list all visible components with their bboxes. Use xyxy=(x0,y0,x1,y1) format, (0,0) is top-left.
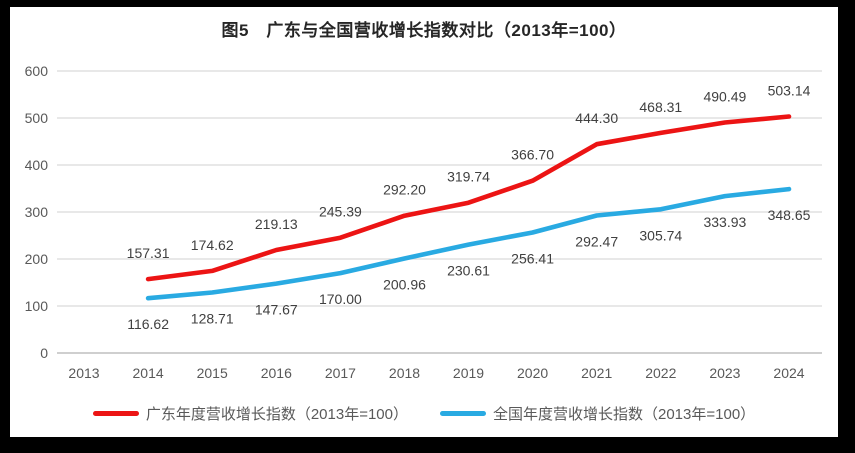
data-label-national: 230.61 xyxy=(447,263,490,279)
data-label-guangdong: 366.70 xyxy=(511,147,554,163)
data-label-guangdong: 157.31 xyxy=(127,245,170,261)
x-axis-tick-label: 2022 xyxy=(645,365,676,381)
x-axis-tick-label: 2015 xyxy=(197,365,228,381)
data-label-national: 333.93 xyxy=(703,214,746,230)
data-label-guangdong: 245.39 xyxy=(319,204,362,220)
data-label-national: 292.47 xyxy=(575,234,618,250)
data-label-guangdong: 219.13 xyxy=(255,216,298,232)
x-axis-tick-label: 2016 xyxy=(261,365,292,381)
x-axis-tick-label: 2013 xyxy=(68,365,99,381)
series-line-national xyxy=(145,186,792,301)
y-axis-tick-label: 100 xyxy=(25,298,49,314)
series-line-guangdong xyxy=(145,114,792,282)
x-axis-tick-label: 2020 xyxy=(517,365,548,381)
x-axis-tick-label: 2018 xyxy=(389,365,420,381)
x-axis-tick-label: 2023 xyxy=(709,365,740,381)
x-axis-tick-label: 2024 xyxy=(773,365,804,381)
y-axis-tick-label: 0 xyxy=(40,345,48,361)
data-label-national: 116.62 xyxy=(127,316,169,332)
chart-title: 图5 广东与全国营收增长指数对比（2013年=100） xyxy=(221,21,627,40)
guangdong-line-swatch xyxy=(92,411,139,416)
x-axis-tick-label: 2019 xyxy=(453,365,484,381)
data-label-guangdong: 468.31 xyxy=(639,99,682,115)
data-label-national: 256.41 xyxy=(511,251,554,267)
national-line-swatch xyxy=(440,411,486,416)
chart-legend: 广东年度营收增长指数（2013年=100） 全国年度营收增长指数（2013年=1… xyxy=(10,403,838,424)
data-label-guangdong: 503.14 xyxy=(768,83,811,99)
x-axis-tick-label: 2021 xyxy=(581,365,612,381)
data-label-national: 170.00 xyxy=(319,291,362,307)
legend-item-guangdong: 广东年度营收增长指数（2013年=100） xyxy=(92,403,408,424)
data-label-national: 200.96 xyxy=(383,277,426,293)
y-axis-tick-label: 300 xyxy=(25,204,49,220)
legend-item-national: 全国年度营收增长指数（2013年=100） xyxy=(440,403,755,424)
y-axis-tick-label: 200 xyxy=(25,251,49,267)
y-axis-tick-label: 400 xyxy=(25,157,49,173)
y-axis-tick-label: 500 xyxy=(25,110,49,126)
data-label-national: 128.71 xyxy=(191,311,234,327)
data-label-national: 147.67 xyxy=(255,302,298,318)
data-label-guangdong: 292.20 xyxy=(383,182,426,198)
x-axis-tick-label: 2017 xyxy=(325,365,356,381)
data-label-national: 348.65 xyxy=(768,207,811,223)
legend-label-national: 全国年度营收增长指数（2013年=100） xyxy=(493,406,756,423)
chart-container: 图5 广东与全国营收增长指数对比（2013年=100） 0 100 200 300 40… xyxy=(10,7,838,437)
legend-label-guangdong: 广东年度营收增长指数（2013年=100） xyxy=(145,406,408,423)
data-label-national: 305.74 xyxy=(639,227,682,243)
data-label-guangdong: 444.30 xyxy=(575,110,618,126)
data-label-guangdong: 319.74 xyxy=(447,169,490,185)
x-axis-tick-label: 2014 xyxy=(133,365,164,381)
chart-canvas: 0 100 200 300 400 500 600 2013 2014 2015 2016 2017 2… xyxy=(25,63,822,381)
y-axis-tick-label: 600 xyxy=(25,63,49,79)
data-label-guangdong: 174.62 xyxy=(191,237,234,253)
data-label-guangdong: 490.49 xyxy=(703,89,746,105)
